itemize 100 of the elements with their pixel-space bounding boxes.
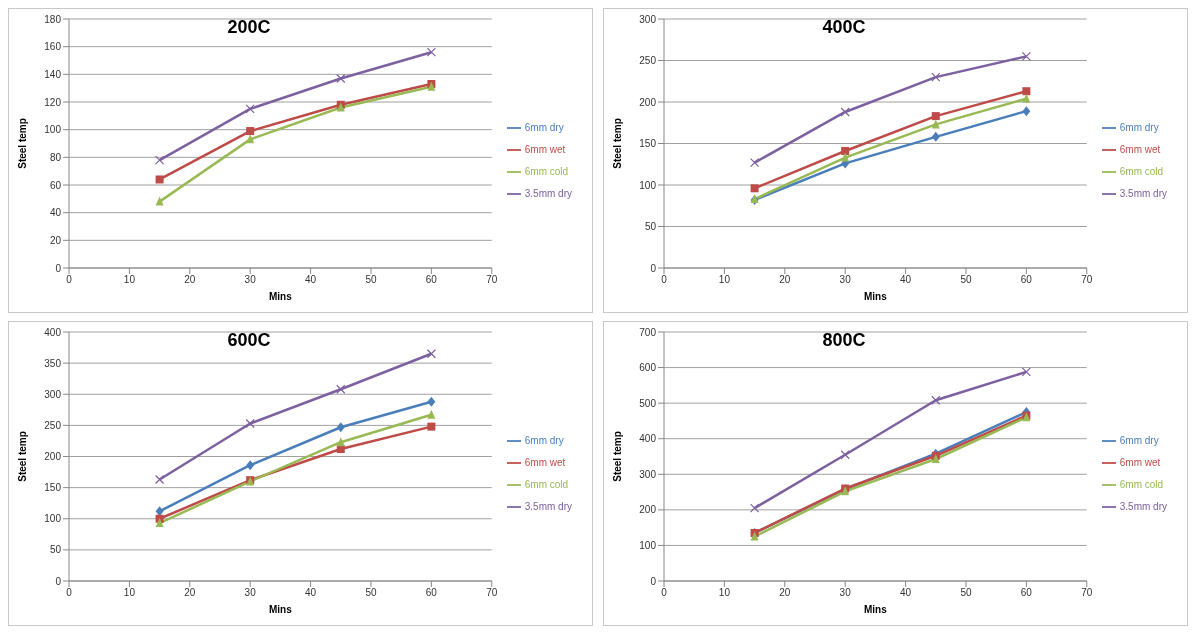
x-tick-label: 20	[779, 274, 791, 286]
point	[1022, 93, 1031, 103]
y-axis-title: Steel temp	[16, 118, 28, 169]
legend-label: 6mm cold	[524, 478, 569, 490]
point	[427, 422, 436, 431]
legend-label: 3.5mm dry	[1119, 500, 1167, 512]
y-tick-label: 250	[44, 419, 62, 431]
y-tick-label: 0	[650, 575, 657, 587]
point	[931, 395, 941, 405]
x-tick-label: 60	[425, 274, 438, 286]
point	[841, 152, 850, 162]
x-tick-label: 0	[661, 587, 668, 599]
y-tick-label: 160	[44, 41, 62, 53]
y-tick-label: 250	[639, 55, 657, 67]
point	[840, 107, 850, 117]
y-tick-label: 20	[49, 234, 62, 246]
y-tick-label: 200	[639, 504, 657, 516]
x-tick-label: 0	[66, 274, 73, 286]
point	[154, 155, 165, 165]
x-tick-label: 0	[661, 274, 668, 286]
x-tick-label: 20	[184, 274, 196, 286]
x-tick-label: 20	[184, 587, 196, 599]
x-tick-label: 70	[486, 587, 498, 599]
x-tick-label: 70	[1081, 587, 1093, 599]
y-tick-label: 500	[639, 397, 657, 409]
y-tick-label: 50	[644, 221, 657, 233]
y-tick-label: 400	[639, 433, 657, 445]
point	[336, 437, 345, 447]
y-tick-label: 50	[49, 544, 62, 556]
point	[1022, 106, 1031, 117]
x-tick-label: 40	[305, 274, 317, 286]
x-tick-label: 50	[960, 274, 972, 286]
x-tick-label: 30	[244, 587, 257, 599]
x-tick-label: 10	[718, 587, 731, 599]
y-tick-label: 200	[639, 96, 657, 108]
y-tick-label: 100	[44, 513, 62, 525]
y-tick-label: 120	[44, 96, 62, 108]
chart-title: 400C	[821, 17, 867, 38]
y-tick-label: 150	[639, 138, 657, 150]
y-axis-title: Steel temp	[611, 118, 623, 169]
point	[336, 73, 346, 84]
x-tick-label: 20	[779, 587, 791, 599]
x-tick-label: 60	[425, 587, 438, 599]
legend-label: 6mm wet	[1119, 456, 1161, 468]
y-tick-label: 0	[650, 262, 657, 274]
x-tick-label: 50	[365, 587, 377, 599]
point	[336, 384, 346, 394]
x-tick-label: 60	[1020, 274, 1033, 286]
y-tick-label: 180	[44, 13, 62, 25]
point	[1022, 87, 1031, 96]
x-tick-label: 30	[839, 587, 852, 599]
legend-label: 3.5mm dry	[1119, 187, 1167, 199]
x-tick-label: 10	[718, 274, 731, 286]
point	[246, 134, 255, 144]
y-tick-label: 100	[44, 124, 62, 136]
y-tick-label: 80	[49, 151, 62, 163]
legend-label: 6mm cold	[1119, 478, 1164, 490]
x-tick-label: 10	[123, 274, 136, 286]
point	[1021, 51, 1031, 61]
legend-label: 3.5mm dry	[524, 187, 572, 199]
x-tick-label: 70	[1081, 274, 1093, 286]
y-tick-label: 0	[55, 262, 62, 274]
y-tick-label: 350	[44, 357, 62, 369]
x-tick-label: 30	[244, 274, 257, 286]
legend-label: 6mm wet	[524, 143, 566, 155]
y-axis-title: Steel temp	[16, 431, 28, 482]
point	[245, 104, 255, 114]
legend-label: 6mm dry	[1119, 121, 1159, 133]
x-axis-title: Mins	[268, 604, 293, 615]
x-tick-label: 40	[900, 274, 912, 286]
point	[931, 112, 940, 121]
point	[426, 349, 436, 359]
legend-label: 6mm dry	[524, 434, 564, 446]
y-tick-label: 0	[55, 575, 62, 587]
point	[245, 418, 255, 429]
chart-title: 800C	[821, 330, 867, 351]
point	[427, 409, 436, 419]
x-axis-title: Mins	[863, 604, 888, 615]
legend-label: 6mm wet	[1119, 143, 1161, 155]
y-tick-label: 150	[44, 482, 62, 494]
y-tick-label: 300	[639, 468, 657, 480]
y-tick-label: 600	[639, 362, 657, 374]
point	[931, 72, 941, 82]
x-tick-label: 40	[900, 587, 912, 599]
legend-label: 6mm cold	[524, 165, 569, 177]
point	[750, 184, 759, 193]
y-tick-label: 100	[639, 539, 657, 551]
x-tick-label: 10	[123, 587, 136, 599]
point	[931, 131, 940, 142]
point	[749, 503, 760, 513]
x-tick-label: 40	[305, 587, 317, 599]
y-tick-label: 40	[49, 207, 62, 219]
point	[246, 460, 255, 471]
legend-label: 6mm dry	[1119, 434, 1159, 446]
point	[155, 518, 164, 528]
chart-title: 200C	[226, 17, 272, 38]
x-axis-title: Mins	[268, 291, 293, 302]
point	[426, 47, 436, 57]
y-tick-label: 140	[44, 68, 62, 80]
y-axis-title: Steel temp	[611, 431, 623, 482]
